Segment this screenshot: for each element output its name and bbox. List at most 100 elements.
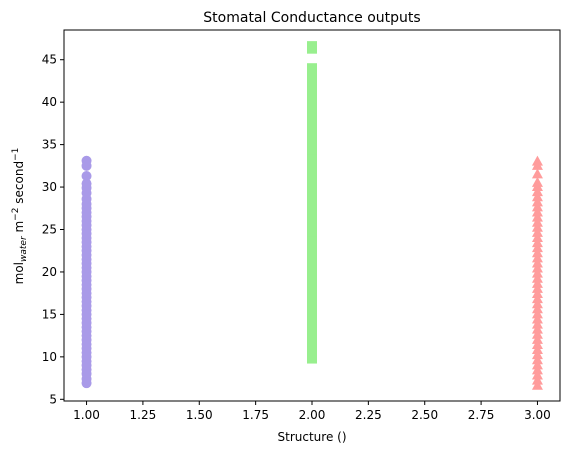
triangle-marker — [531, 247, 543, 258]
square-marker — [307, 83, 317, 94]
data-markers — [81, 41, 543, 390]
triangle-marker — [531, 176, 543, 187]
square-marker — [307, 41, 317, 52]
square-marker — [307, 334, 317, 345]
triangle-marker — [531, 191, 543, 202]
square-marker — [307, 77, 317, 88]
x-tick-label: 3.00 — [524, 408, 551, 422]
triangle-marker — [531, 293, 543, 304]
triangle-marker — [531, 277, 543, 288]
triangle-marker — [531, 201, 543, 212]
triangle-marker — [531, 282, 543, 293]
y-axis-label-exp2: −1 — [11, 148, 21, 161]
square-marker — [307, 226, 317, 237]
square-marker — [307, 165, 317, 176]
x-tick-label: 2.00 — [299, 408, 326, 422]
square-marker — [307, 192, 317, 203]
triangle-marker — [531, 333, 543, 344]
square-marker — [307, 341, 317, 352]
square-marker — [307, 158, 317, 169]
square-marker — [307, 260, 317, 271]
square-marker — [307, 110, 317, 121]
triangle-marker — [531, 242, 543, 253]
x-tick-label: 2.75 — [468, 408, 495, 422]
y-tick-label: 40 — [42, 95, 57, 109]
square-marker — [307, 353, 317, 364]
triangle-marker — [531, 168, 543, 179]
x-tick-label: 1.75 — [242, 408, 269, 422]
square-marker — [307, 212, 317, 223]
triangle-marker — [531, 328, 543, 339]
triangle-marker — [531, 323, 543, 334]
square-marker — [307, 321, 317, 332]
square-marker — [307, 185, 317, 196]
circle-marker — [81, 171, 92, 182]
square-marker — [307, 300, 317, 311]
y-axis-label: molwater m−2 second−1 — [11, 148, 29, 285]
y-tick-label: 30 — [42, 180, 57, 194]
triangle-marker — [531, 226, 543, 237]
square-marker — [307, 151, 317, 162]
y-axis-label-subscript: water — [19, 235, 29, 262]
triangle-marker — [531, 206, 543, 217]
x-tick-label: 1.00 — [73, 408, 100, 422]
triangle-marker — [531, 369, 543, 380]
square-marker — [307, 328, 317, 339]
y-tick-label: 5 — [49, 392, 57, 406]
square-marker — [307, 273, 317, 284]
square-marker — [307, 246, 317, 257]
triangle-marker — [531, 318, 543, 329]
x-tick-label: 1.50 — [186, 408, 213, 422]
x-tick-label: 2.50 — [411, 408, 438, 422]
square-marker — [307, 144, 317, 155]
square-marker — [307, 97, 317, 108]
triangle-marker — [531, 303, 543, 314]
square-marker — [307, 199, 317, 210]
square-marker — [307, 347, 317, 358]
triangle-marker — [531, 211, 543, 222]
triangle-marker — [531, 221, 543, 232]
y-tick-label: 20 — [42, 265, 57, 279]
x-tick-label: 1.25 — [130, 408, 157, 422]
square-marker — [307, 171, 317, 182]
triangle-marker — [531, 379, 543, 390]
square-marker — [307, 266, 317, 277]
square-marker — [307, 124, 317, 135]
y-axis-label-exp1: −2 — [11, 208, 21, 221]
y-tick-label: 10 — [42, 350, 57, 364]
square-marker — [307, 117, 317, 128]
triangle-marker — [531, 298, 543, 309]
triangle-marker — [531, 231, 543, 242]
square-marker — [307, 239, 317, 250]
square-marker — [307, 178, 317, 189]
triangle-marker — [531, 349, 543, 360]
y-tick-label: 15 — [42, 307, 57, 321]
triangle-marker — [531, 344, 543, 355]
triangle-marker — [531, 155, 543, 166]
square-marker — [307, 90, 317, 101]
triangle-marker — [531, 216, 543, 227]
chart-title: Stomatal Conductance outputs — [203, 10, 420, 26]
x-axis-ticks: 1.00 1.25 1.50 1.75 2.00 2.25 2.50 2.75 3.00 — [73, 401, 551, 422]
triangle-marker — [531, 237, 543, 248]
y-tick-label: 35 — [42, 138, 57, 152]
square-marker — [307, 294, 317, 305]
triangle-marker — [531, 364, 543, 375]
square-marker — [307, 103, 317, 114]
square-marker — [307, 219, 317, 230]
circle-marker — [81, 155, 92, 166]
square-marker — [307, 314, 317, 325]
triangle-marker — [531, 272, 543, 283]
square-marker — [307, 63, 317, 74]
square-marker — [307, 287, 317, 298]
square-marker — [307, 232, 317, 243]
y-axis-ticks: 5 10 15 20 25 30 35 40 45 — [42, 53, 64, 406]
triangle-marker — [531, 313, 543, 324]
triangle-marker — [531, 308, 543, 319]
y-axis-label-unit2: second — [12, 161, 26, 208]
square-marker — [307, 69, 317, 80]
square-marker — [307, 137, 317, 148]
y-axis-label-unit1: m — [12, 221, 26, 237]
